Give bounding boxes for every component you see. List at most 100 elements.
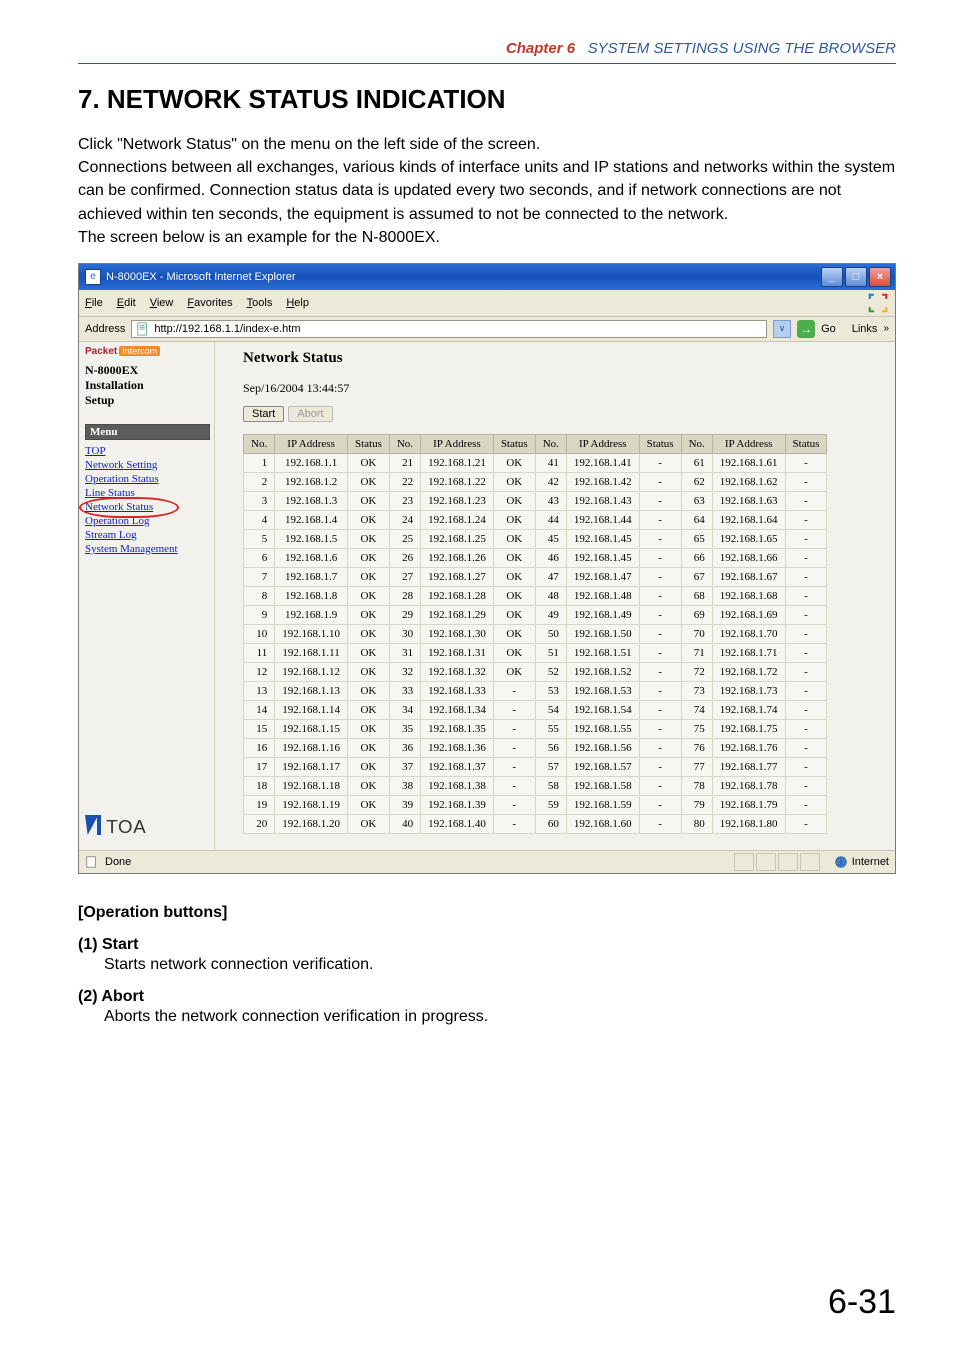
section-title: 7. NETWORK STATUS INDICATION (78, 84, 896, 115)
address-bar: Address http://192.168.1.1/index-e.htm ∨… (79, 317, 895, 342)
cell-no: 12 (244, 662, 275, 681)
cell-no: 70 (681, 624, 712, 643)
cell-status: - (785, 510, 827, 529)
table-header: IP Address (712, 434, 785, 453)
cell-no: 20 (244, 814, 275, 833)
table-row: 12192.168.1.12OK32192.168.1.32OK52192.16… (244, 662, 827, 681)
cell-status: - (785, 624, 827, 643)
cell-ip: 192.168.1.35 (421, 719, 494, 738)
address-url: http://192.168.1.1/index-e.htm (154, 323, 300, 335)
cell-ip: 192.168.1.33 (421, 681, 494, 700)
cell-status: OK (493, 624, 535, 643)
cell-ip: 192.168.1.27 (421, 567, 494, 586)
cell-ip: 192.168.1.41 (566, 453, 639, 472)
abort-button[interactable]: Abort (288, 406, 332, 422)
cell-status: - (639, 605, 681, 624)
sidebar-item-network-setting[interactable]: Network Setting (85, 458, 210, 472)
cell-no: 15 (244, 719, 275, 738)
cell-no: 23 (389, 491, 420, 510)
sidebar-item-operation-status[interactable]: Operation Status (85, 472, 210, 486)
menu-view[interactable]: View (150, 297, 174, 309)
start-button[interactable]: Start (243, 406, 284, 422)
cell-ip: 192.168.1.38 (421, 776, 494, 795)
cell-no: 27 (389, 567, 420, 586)
cell-ip: 192.168.1.31 (421, 643, 494, 662)
cell-ip: 192.168.1.12 (275, 662, 348, 681)
cell-ip: 192.168.1.45 (566, 529, 639, 548)
cell-ip: 192.168.1.22 (421, 472, 494, 491)
model-name: N-8000EXInstallationSetup (85, 363, 210, 408)
cell-ip: 192.168.1.72 (712, 662, 785, 681)
sidebar-item-top[interactable]: TOP (85, 444, 210, 458)
cell-status: OK (493, 548, 535, 567)
minimize-button[interactable]: _ (821, 267, 843, 287)
table-row: 13192.168.1.13OK33192.168.1.33-53192.168… (244, 681, 827, 700)
cell-status: OK (347, 757, 389, 776)
cell-ip: 192.168.1.8 (275, 586, 348, 605)
cell-ip: 192.168.1.7 (275, 567, 348, 586)
document-icon (136, 322, 150, 336)
page-icon: e (85, 269, 101, 285)
maximize-button[interactable]: □ (845, 267, 867, 287)
cell-no: 72 (681, 662, 712, 681)
links-label[interactable]: Links (852, 323, 878, 335)
browser-window: e N-8000EX - Microsoft Internet Explorer… (78, 263, 896, 874)
cell-ip: 192.168.1.58 (566, 776, 639, 795)
cell-status: OK (347, 491, 389, 510)
cell-no: 62 (681, 472, 712, 491)
menu-file[interactable]: File (85, 297, 103, 309)
chapter-title: SYSTEM SETTINGS USING THE BROWSER (588, 40, 896, 57)
cell-status: - (639, 491, 681, 510)
cell-ip: 192.168.1.29 (421, 605, 494, 624)
menu-favorites[interactable]: Favorites (187, 297, 232, 309)
cell-ip: 192.168.1.69 (712, 605, 785, 624)
sidebar-item-stream-log[interactable]: Stream Log (85, 528, 210, 542)
cell-ip: 192.168.1.66 (712, 548, 785, 567)
address-dropdown[interactable]: ∨ (773, 320, 791, 338)
cell-ip: 192.168.1.23 (421, 491, 494, 510)
table-row: 10192.168.1.10OK30192.168.1.30OK50192.16… (244, 624, 827, 643)
address-input[interactable]: http://192.168.1.1/index-e.htm (131, 320, 767, 338)
page-number: 6-31 (828, 1283, 896, 1322)
menu-help[interactable]: Help (286, 297, 309, 309)
cell-no: 67 (681, 567, 712, 586)
close-button[interactable]: × (869, 267, 891, 287)
table-row: 19192.168.1.19OK39192.168.1.39-59192.168… (244, 795, 827, 814)
cell-status: - (639, 453, 681, 472)
cell-ip: 192.168.1.75 (712, 719, 785, 738)
chevron-right-icon[interactable]: » (883, 323, 889, 334)
cell-status: OK (347, 662, 389, 681)
cell-status: OK (347, 529, 389, 548)
cell-no: 9 (244, 605, 275, 624)
cell-status: OK (493, 567, 535, 586)
sidebar-item-line-status[interactable]: Line Status (85, 486, 210, 500)
cell-status: - (785, 472, 827, 491)
cell-ip: 192.168.1.67 (712, 567, 785, 586)
cell-no: 63 (681, 491, 712, 510)
menu-tools[interactable]: Tools (247, 297, 273, 309)
cell-status: OK (493, 586, 535, 605)
cell-ip: 192.168.1.61 (712, 453, 785, 472)
cell-ip: 192.168.1.53 (566, 681, 639, 700)
table-row: 2192.168.1.2OK22192.168.1.22OK42192.168.… (244, 472, 827, 491)
cell-status: - (493, 738, 535, 757)
cell-no: 68 (681, 586, 712, 605)
cell-ip: 192.168.1.78 (712, 776, 785, 795)
table-header: No. (244, 434, 275, 453)
cell-ip: 192.168.1.11 (275, 643, 348, 662)
cell-no: 16 (244, 738, 275, 757)
cell-status: OK (347, 814, 389, 833)
go-button[interactable]: → (797, 320, 815, 338)
sidebar-item-operation-log[interactable]: Operation Log (85, 514, 210, 528)
cell-no: 42 (535, 472, 566, 491)
sidebar-item-system-management[interactable]: System Management (85, 542, 210, 556)
cell-no: 31 (389, 643, 420, 662)
cell-ip: 192.168.1.47 (566, 567, 639, 586)
table-row: 18192.168.1.18OK38192.168.1.38-58192.168… (244, 776, 827, 795)
cell-status: - (493, 700, 535, 719)
sidebar-item-network-status[interactable]: Network Status (85, 500, 153, 514)
cell-no: 36 (389, 738, 420, 757)
menu-edit[interactable]: Edit (117, 297, 136, 309)
cell-status: OK (347, 681, 389, 700)
cell-no: 32 (389, 662, 420, 681)
